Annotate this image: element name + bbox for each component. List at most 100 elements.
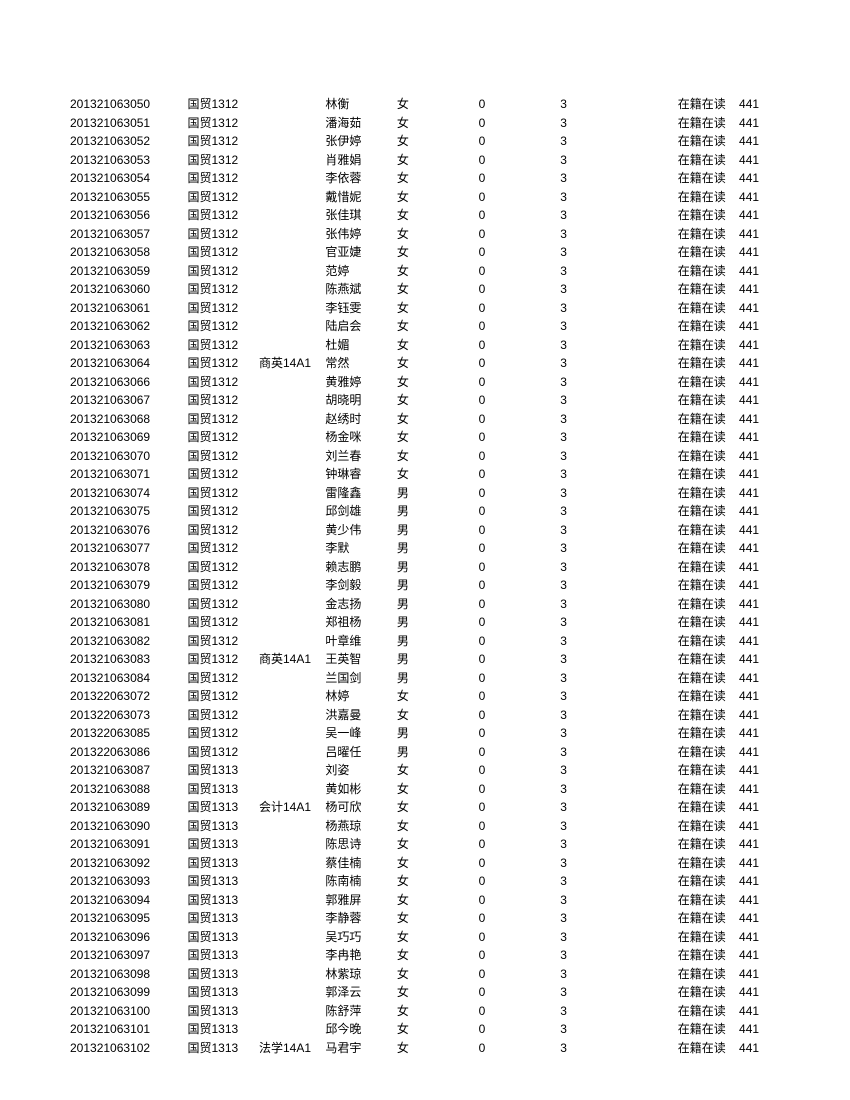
- cell-name: 邱剑雄: [325, 502, 397, 521]
- table-row: 201321063097国贸1313李冉艳女03在籍在读441: [70, 946, 780, 965]
- cell-status: 在籍在读: [678, 373, 739, 392]
- cell-n1: 0: [479, 650, 561, 669]
- cell-n2: 3: [560, 1020, 677, 1039]
- cell-group: [259, 206, 325, 225]
- cell-n1: 0: [479, 95, 561, 114]
- cell-code: 441: [739, 706, 780, 725]
- table-row: 201321063062国贸1312陆启会女03在籍在读441: [70, 317, 780, 336]
- cell-gender: 男: [397, 650, 479, 669]
- cell-code: 441: [739, 1039, 780, 1058]
- cell-n2: 3: [560, 114, 677, 133]
- cell-name: 赵绣时: [325, 410, 397, 429]
- cell-n1: 0: [479, 891, 561, 910]
- cell-code: 441: [739, 965, 780, 984]
- cell-n2: 3: [560, 391, 677, 410]
- cell-n2: 3: [560, 854, 677, 873]
- cell-status: 在籍在读: [678, 447, 739, 466]
- cell-code: 441: [739, 243, 780, 262]
- cell-status: 在籍在读: [678, 262, 739, 281]
- cell-n1: 0: [479, 706, 561, 725]
- cell-n1: 0: [479, 576, 561, 595]
- cell-class: 国贸1312: [187, 465, 259, 484]
- cell-id: 201321063064: [70, 354, 187, 373]
- cell-name: 赖志鹏: [325, 558, 397, 577]
- cell-code: 441: [739, 447, 780, 466]
- cell-code: 441: [739, 465, 780, 484]
- cell-name: 林衡: [325, 95, 397, 114]
- cell-n1: 0: [479, 724, 561, 743]
- cell-class: 国贸1312: [187, 724, 259, 743]
- table-row: 201321063078国贸1312赖志鹏男03在籍在读441: [70, 558, 780, 577]
- table-row: 201321063053国贸1312肖雅娟女03在籍在读441: [70, 151, 780, 170]
- cell-gender: 女: [397, 336, 479, 355]
- cell-name: 李依蓉: [325, 169, 397, 188]
- cell-group: [259, 484, 325, 503]
- cell-name: 李钰雯: [325, 299, 397, 318]
- cell-gender: 女: [397, 891, 479, 910]
- cell-status: 在籍在读: [678, 909, 739, 928]
- cell-code: 441: [739, 761, 780, 780]
- table-row: 201322063072国贸1312林婷女03在籍在读441: [70, 687, 780, 706]
- cell-n2: 3: [560, 743, 677, 762]
- cell-code: 441: [739, 687, 780, 706]
- cell-group: [259, 299, 325, 318]
- cell-n2: 3: [560, 835, 677, 854]
- cell-name: 李冉艳: [325, 946, 397, 965]
- cell-class: 国贸1313: [187, 872, 259, 891]
- cell-code: 441: [739, 373, 780, 392]
- table-row: 201321063084国贸1312兰国剑男03在籍在读441: [70, 669, 780, 688]
- cell-gender: 女: [397, 169, 479, 188]
- cell-n1: 0: [479, 502, 561, 521]
- cell-status: 在籍在读: [678, 95, 739, 114]
- cell-status: 在籍在读: [678, 650, 739, 669]
- table-row: 201321063054国贸1312李依蓉女03在籍在读441: [70, 169, 780, 188]
- cell-code: 441: [739, 595, 780, 614]
- cell-code: 441: [739, 780, 780, 799]
- cell-id: 201322063085: [70, 724, 187, 743]
- cell-n2: 3: [560, 169, 677, 188]
- cell-group: [259, 1020, 325, 1039]
- cell-code: 441: [739, 724, 780, 743]
- table-row: 201321063100国贸1313陈舒萍女03在籍在读441: [70, 1002, 780, 1021]
- cell-group: [259, 1002, 325, 1021]
- cell-group: [259, 854, 325, 873]
- cell-group: 会计14A1: [259, 798, 325, 817]
- cell-name: 肖雅娟: [325, 151, 397, 170]
- cell-class: 国贸1312: [187, 188, 259, 207]
- cell-gender: 女: [397, 465, 479, 484]
- cell-group: [259, 687, 325, 706]
- cell-id: 201321063050: [70, 95, 187, 114]
- cell-code: 441: [739, 909, 780, 928]
- table-row: 201321063096国贸1313吴巧巧女03在籍在读441: [70, 928, 780, 947]
- cell-gender: 女: [397, 114, 479, 133]
- cell-status: 在籍在读: [678, 632, 739, 651]
- cell-name: 郑祖杨: [325, 613, 397, 632]
- cell-class: 国贸1312: [187, 521, 259, 540]
- cell-class: 国贸1312: [187, 743, 259, 762]
- cell-n2: 3: [560, 447, 677, 466]
- cell-name: 张伟婷: [325, 225, 397, 244]
- cell-n2: 3: [560, 965, 677, 984]
- cell-code: 441: [739, 188, 780, 207]
- cell-class: 国贸1312: [187, 428, 259, 447]
- cell-n2: 3: [560, 706, 677, 725]
- table-row: 201321063095国贸1313李静蓉女03在籍在读441: [70, 909, 780, 928]
- cell-class: 国贸1312: [187, 687, 259, 706]
- cell-n1: 0: [479, 1002, 561, 1021]
- cell-group: [259, 946, 325, 965]
- cell-n1: 0: [479, 465, 561, 484]
- cell-code: 441: [739, 650, 780, 669]
- cell-gender: 男: [397, 613, 479, 632]
- cell-n1: 0: [479, 410, 561, 429]
- table-row: 201322063085国贸1312吴一峰男03在籍在读441: [70, 724, 780, 743]
- cell-n1: 0: [479, 872, 561, 891]
- cell-n1: 0: [479, 909, 561, 928]
- cell-id: 201321063092: [70, 854, 187, 873]
- cell-class: 国贸1312: [187, 95, 259, 114]
- cell-group: 商英14A1: [259, 650, 325, 669]
- cell-group: [259, 909, 325, 928]
- cell-code: 441: [739, 1002, 780, 1021]
- cell-name: 杨金咪: [325, 428, 397, 447]
- cell-gender: 女: [397, 965, 479, 984]
- table-row: 201321063050国贸1312林衡女03在籍在读441: [70, 95, 780, 114]
